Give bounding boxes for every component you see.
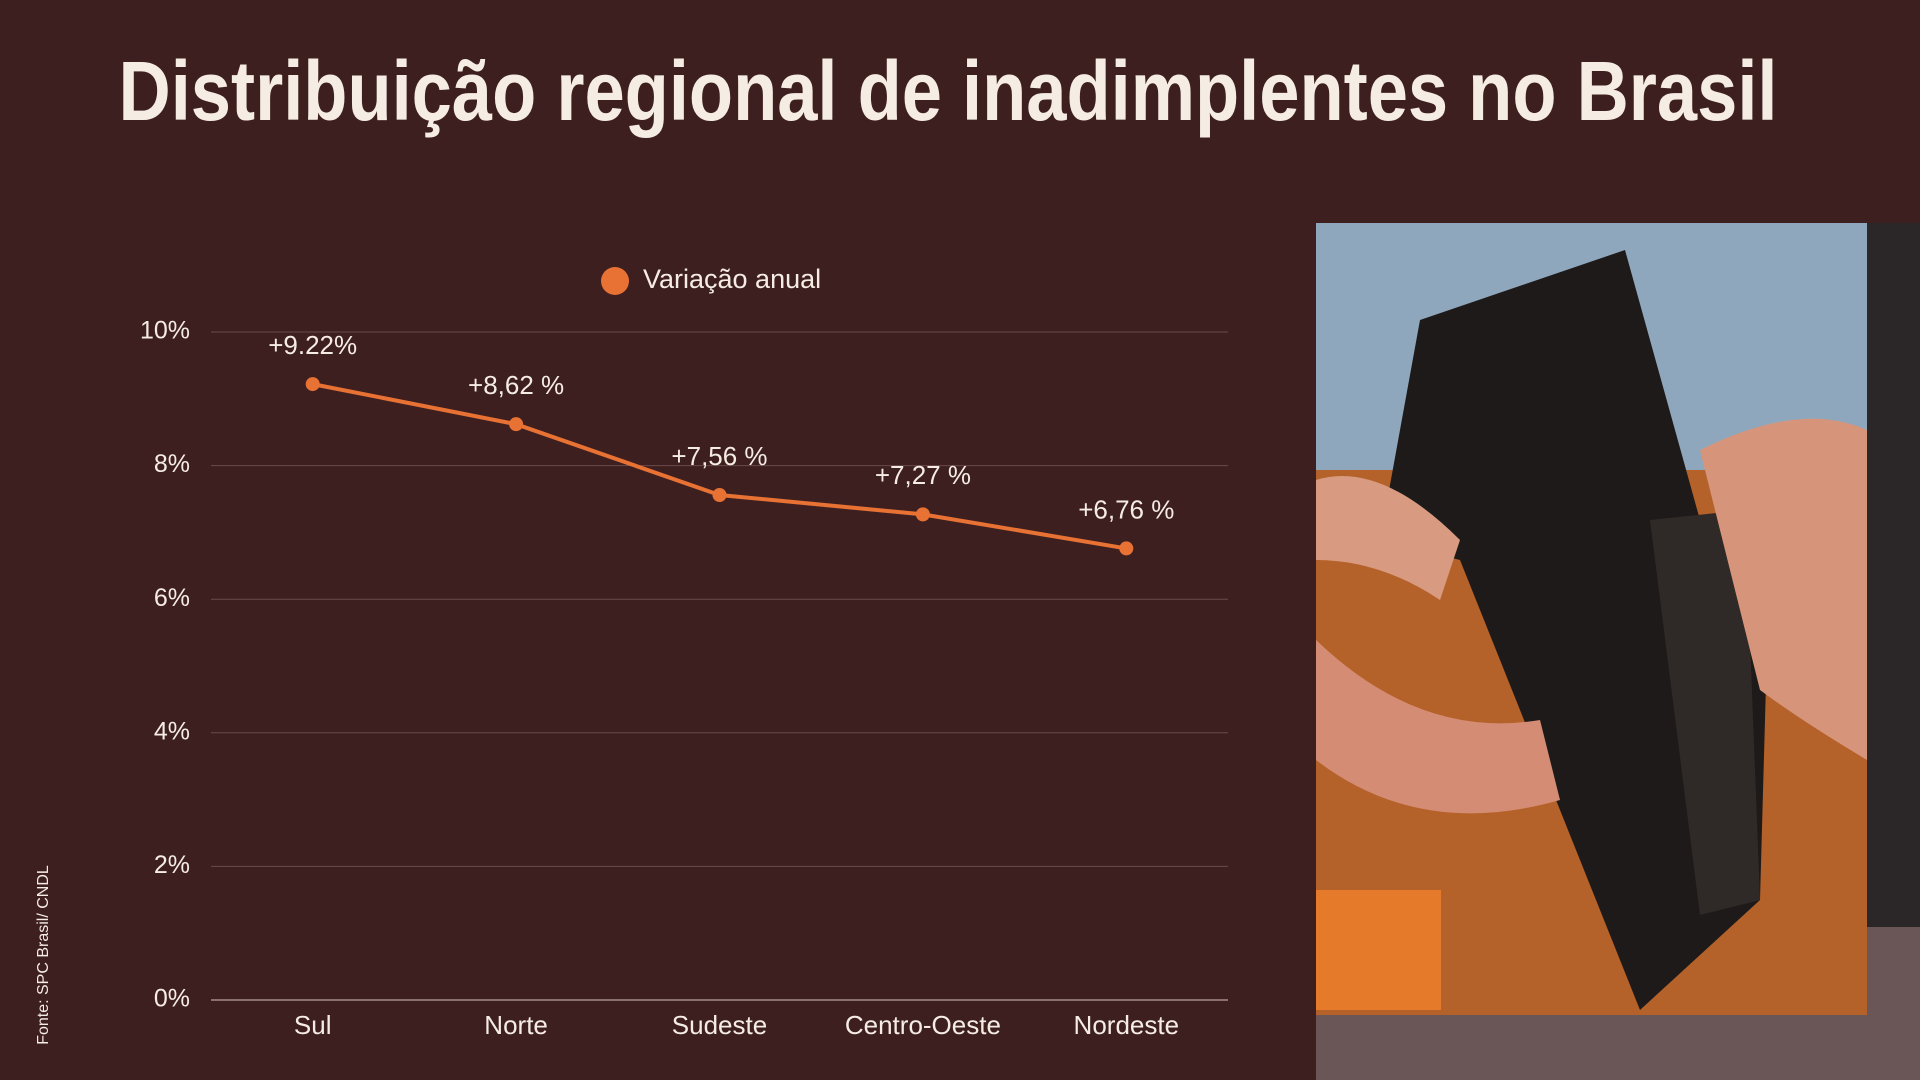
y-tick-label: 8%: [154, 450, 190, 478]
x-tick-label: Norte: [484, 1010, 548, 1040]
point: [509, 417, 524, 432]
point: [712, 487, 727, 502]
data-label: +7,27 %: [875, 460, 971, 490]
y-tick-label: 0%: [154, 985, 190, 1013]
x-tick-label: Sudeste: [672, 1010, 767, 1040]
y-tick-label: 4%: [154, 717, 190, 745]
y-tick-label: 6%: [154, 584, 190, 612]
x-tick-label: Nordeste: [1074, 1010, 1180, 1040]
legend-marker: [601, 267, 629, 295]
chart-title: Distribuição regional de inadimplentes n…: [119, 44, 1778, 138]
source: Fonte: SPC Brasil/ CNDL: [35, 865, 52, 1045]
y-tick-label: 10%: [140, 317, 190, 345]
photo: [1316, 223, 1920, 1080]
x-tick-label: Centro-Oeste: [845, 1010, 1001, 1040]
legend-label: Variação anual: [643, 264, 821, 294]
data-label: +8,62 %: [468, 370, 564, 400]
x-tick-label: Sul: [294, 1010, 332, 1040]
point: [1119, 541, 1134, 556]
data-label: +7,56 %: [671, 441, 767, 471]
point: [305, 377, 320, 392]
data-label: +6,76 %: [1078, 494, 1174, 524]
data-label: +9.22%: [268, 330, 357, 360]
point: [915, 507, 930, 522]
y-tick-label: 2%: [154, 851, 190, 879]
